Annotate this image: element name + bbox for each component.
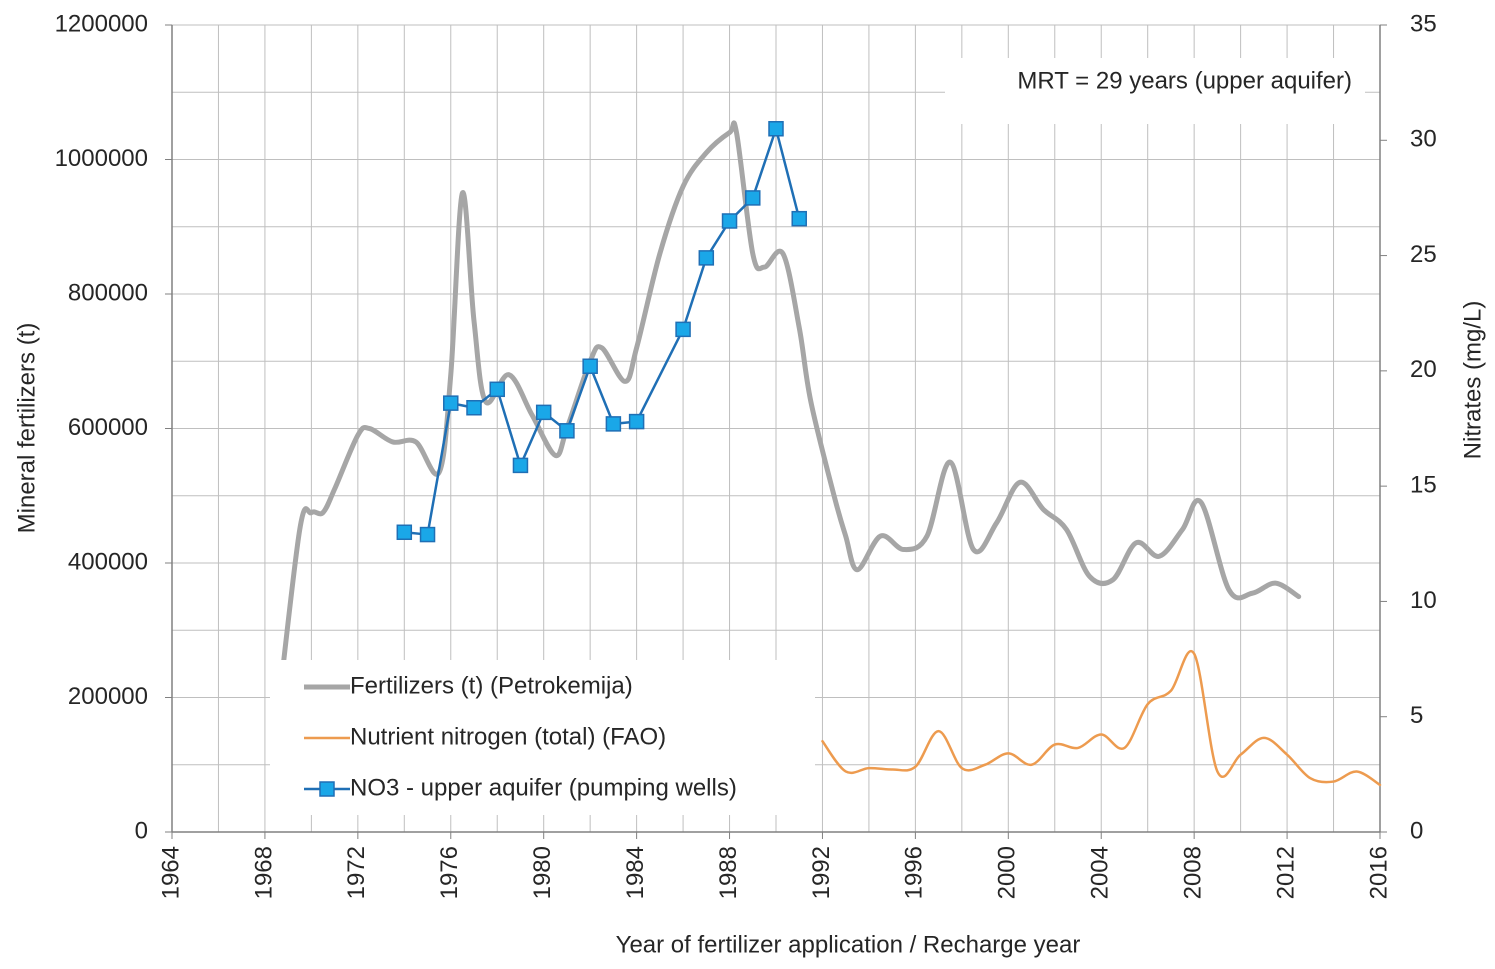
annotation: MRT = 29 years (upper aquifer) — [1017, 67, 1352, 94]
y2-tick-label: 15 — [1410, 471, 1437, 498]
x-tick-label: 1996 — [901, 846, 928, 899]
series-line — [403, 127, 801, 536]
annotation-box — [945, 58, 1365, 124]
y-axis-label: Mineral fertilizers (t) — [13, 323, 40, 534]
y2-tick-label: 0 — [1410, 817, 1423, 844]
data-point — [605, 416, 622, 432]
legend-label: Fertilizers (t) (Petrokemija) — [350, 672, 633, 699]
y-tick-label: 800000 — [68, 279, 148, 306]
x-tick-label: 2000 — [994, 846, 1021, 899]
data-point — [396, 524, 413, 541]
x-tick-label: 1968 — [250, 846, 277, 899]
x-tick-label: 2008 — [1179, 846, 1206, 899]
y2-tick-label: 25 — [1410, 241, 1437, 268]
x-tick-label: 1992 — [808, 846, 835, 899]
legend-marker — [319, 781, 335, 797]
data-point — [535, 404, 552, 421]
x-tick-label: 1984 — [622, 846, 649, 899]
data-point — [443, 395, 459, 411]
y2-tick-label: 10 — [1410, 587, 1437, 614]
y-tick-label: 1200000 — [55, 10, 148, 37]
data-point — [466, 399, 482, 416]
legend-label: Nutrient nitrogen (total) (FAO) — [350, 723, 666, 750]
data-point — [698, 250, 715, 266]
y-tick-label: 400000 — [68, 548, 148, 575]
series-line — [274, 120, 1302, 727]
data-point — [675, 321, 691, 338]
data-point — [745, 190, 761, 206]
x-tick-label: 2004 — [1087, 846, 1114, 899]
x-tick-label: 1988 — [715, 846, 742, 899]
x-axis-label: Year of fertilizer application / Recharg… — [616, 931, 1081, 958]
data-point — [559, 423, 575, 439]
series-line — [821, 649, 1382, 787]
y-tick-label: 1000000 — [55, 145, 148, 172]
y2-tick-label: 30 — [1410, 126, 1437, 153]
grid — [171, 24, 1381, 833]
x-tick-label: 2012 — [1272, 846, 1299, 899]
data-point — [721, 213, 738, 229]
x-tick-label: 1980 — [529, 846, 556, 899]
x-tick-label: 1964 — [157, 846, 184, 899]
data-point — [419, 526, 436, 543]
data-point — [768, 121, 784, 137]
legend-label: NO3 - upper aquifer (pumping wells) — [350, 774, 737, 801]
y2-tick-label: 20 — [1410, 356, 1437, 383]
data-point — [512, 457, 529, 474]
x-tick-label: 2016 — [1365, 846, 1392, 899]
x-tick-label: 1976 — [436, 846, 463, 899]
x-tick-label: 1972 — [343, 846, 370, 899]
data-point — [582, 358, 598, 374]
data-point — [489, 381, 505, 398]
y2-tick-label: 5 — [1410, 702, 1423, 729]
y-tick-label: 0 — [135, 817, 148, 844]
data-point — [791, 210, 807, 227]
data-point — [628, 413, 645, 430]
y-tick-label: 200000 — [68, 683, 148, 710]
legend-box — [270, 660, 815, 815]
y-tick-label: 600000 — [68, 414, 148, 441]
y2-axis-label: Nitrates (mg/L) — [1459, 301, 1486, 460]
y2-tick-label: 35 — [1410, 10, 1437, 37]
